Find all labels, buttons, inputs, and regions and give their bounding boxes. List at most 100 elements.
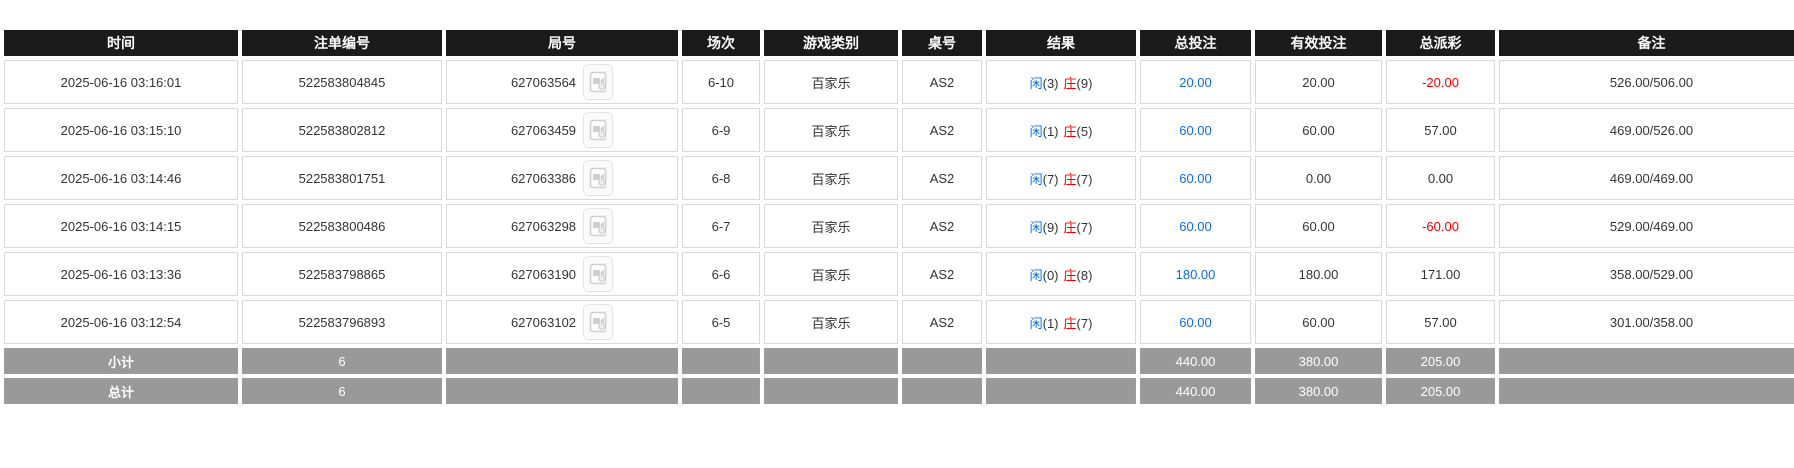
result-player-score: (9) [1042, 219, 1059, 235]
cell-bet_no: 522583798865 [242, 252, 442, 296]
round-number: 627063190 [510, 266, 577, 282]
video-replay-icon [589, 263, 607, 285]
total-bet-value[interactable]: 60.00 [1179, 314, 1212, 330]
result-banker-label: 庄 [1063, 219, 1077, 235]
total-bet-value[interactable]: 60.00 [1179, 170, 1212, 186]
col-header-remark: 备注 [1499, 30, 1794, 56]
cell-result: 闲(9) 庄(7) [986, 204, 1136, 248]
bet-records-table: 时间 注单编号 局号 场次 游戏类别 桌号 结果 总投注 有效投注 总派彩 备注 2025-06-1… [0, 26, 1794, 408]
result-banker-score: (8) [1076, 267, 1093, 283]
total-cell-total_bet: 440.00 [1140, 378, 1251, 404]
cell-result: 闲(3) 庄(9) [986, 60, 1136, 104]
cell-session: 6-8 [682, 156, 760, 200]
total-bet-value[interactable]: 60.00 [1179, 122, 1212, 138]
cell-bet_no: 522583801751 [242, 156, 442, 200]
subtotal-cell-table_no [902, 348, 982, 374]
cell-total_bet: 20.00 [1140, 60, 1251, 104]
cell-bet_no: 522583802812 [242, 108, 442, 152]
cell-time: 2025-06-16 03:14:15 [4, 204, 238, 248]
video-replay-button[interactable] [583, 208, 614, 244]
total-bet-value[interactable]: 20.00 [1179, 74, 1212, 90]
col-header-total_payout: 总派彩 [1386, 30, 1495, 56]
result-player-score: (7) [1042, 171, 1059, 187]
result-player-label: 闲 [1029, 123, 1043, 139]
cell-valid_bet: 60.00 [1255, 300, 1382, 344]
total-bet-value[interactable]: 180.00 [1175, 266, 1216, 282]
cell-game_type: 百家乐 [764, 60, 898, 104]
cell-total_bet: 60.00 [1140, 156, 1251, 200]
cell-round_no: 627063102 [446, 300, 678, 344]
cell-session: 6-10 [682, 60, 760, 104]
col-header-result: 结果 [986, 30, 1136, 56]
result-banker-score: (9) [1076, 75, 1093, 91]
cell-table_no: AS2 [902, 252, 982, 296]
cell-total_bet: 60.00 [1140, 204, 1251, 248]
video-replay-button[interactable] [583, 256, 614, 292]
result-player-label: 闲 [1029, 315, 1043, 331]
header-row: 时间 注单编号 局号 场次 游戏类别 桌号 结果 总投注 有效投注 总派彩 备注 [4, 30, 1794, 56]
cell-total_payout: 57.00 [1386, 300, 1495, 344]
video-replay-button[interactable] [583, 160, 614, 196]
cell-bet_no: 522583804845 [242, 60, 442, 104]
cell-remark: 301.00/358.00 [1499, 300, 1794, 344]
cell-game_type: 百家乐 [764, 252, 898, 296]
table-row: 2025-06-16 03:13:36 522583798865 627063190… [4, 252, 1794, 296]
cell-valid_bet: 0.00 [1255, 156, 1382, 200]
cell-game_type: 百家乐 [764, 300, 898, 344]
table-row: 2025-06-16 03:16:01 522583804845 627063564… [4, 60, 1794, 104]
result-banker-score: (5) [1076, 123, 1093, 139]
result-banker-label: 庄 [1063, 267, 1077, 283]
round-number: 627063564 [510, 74, 577, 90]
cell-game_type: 百家乐 [764, 204, 898, 248]
subtotal-cell-total_bet: 440.00 [1140, 348, 1251, 374]
cell-result: 闲(7) 庄(7) [986, 156, 1136, 200]
cell-total_bet: 180.00 [1140, 252, 1251, 296]
result-banker-label: 庄 [1063, 171, 1077, 187]
col-header-bet_no: 注单编号 [242, 30, 442, 56]
total-bet-value[interactable]: 60.00 [1179, 218, 1212, 234]
subtotal-cell-remark [1499, 348, 1794, 374]
subtotal-cell-valid_bet: 380.00 [1255, 348, 1382, 374]
cell-round_no: 627063564 [446, 60, 678, 104]
round-number-wrap: 627063459 [449, 112, 675, 148]
cell-remark: 469.00/526.00 [1499, 108, 1794, 152]
video-replay-button[interactable] [583, 64, 614, 100]
subtotal-row: 小计 6 440.00 380.00 205.00 [4, 348, 1794, 374]
video-replay-button[interactable] [583, 112, 614, 148]
round-number: 627063298 [510, 218, 577, 234]
cell-valid_bet: 180.00 [1255, 252, 1382, 296]
subtotal-cell-round_no [446, 348, 678, 374]
result-player-label: 闲 [1029, 75, 1043, 91]
result-player-score: (1) [1042, 123, 1059, 139]
cell-remark: 529.00/469.00 [1499, 204, 1794, 248]
cell-game_type: 百家乐 [764, 156, 898, 200]
cell-valid_bet: 60.00 [1255, 108, 1382, 152]
total-cell-round_no [446, 378, 678, 404]
result-player-label: 闲 [1029, 267, 1043, 283]
round-number-wrap: 627063386 [449, 160, 675, 196]
cell-total_payout: 0.00 [1386, 156, 1495, 200]
cell-remark: 526.00/506.00 [1499, 60, 1794, 104]
round-number-wrap: 627063102 [449, 304, 675, 340]
video-replay-icon [589, 71, 607, 93]
col-header-time: 时间 [4, 30, 238, 56]
cell-table_no: AS2 [902, 204, 982, 248]
total-cell-session [682, 378, 760, 404]
total-payout-value: 57.00 [1424, 314, 1457, 330]
total-payout-value: 171.00 [1420, 266, 1461, 282]
total-payout-value: 0.00 [1427, 170, 1454, 186]
cell-session: 6-6 [682, 252, 760, 296]
cell-total_bet: 60.00 [1140, 108, 1251, 152]
video-replay-button[interactable] [583, 304, 614, 340]
total-cell-game_type [764, 378, 898, 404]
video-replay-icon [589, 167, 607, 189]
result-player-score: (3) [1042, 75, 1059, 91]
total-payout-value: -60.00 [1422, 218, 1459, 234]
col-header-table_no: 桌号 [902, 30, 982, 56]
cell-session: 6-7 [682, 204, 760, 248]
total-cell-result [986, 378, 1136, 404]
col-header-session: 场次 [682, 30, 760, 56]
table-row: 2025-06-16 03:14:46 522583801751 627063386… [4, 156, 1794, 200]
table-row: 2025-06-16 03:15:10 522583802812 627063459… [4, 108, 1794, 152]
